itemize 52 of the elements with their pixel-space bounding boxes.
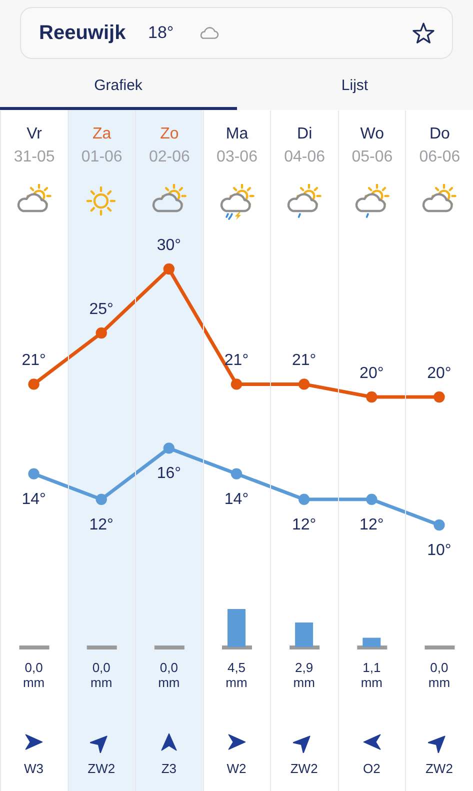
x-tick-label: Zo 02-06 — [148, 126, 190, 166]
data-label: 14° — [224, 490, 249, 508]
x-tick-label: Za 01-06 — [81, 126, 122, 166]
point — [230, 378, 242, 390]
text: ZW2 — [425, 761, 453, 776]
x-tick-label: Vr 31-05 — [14, 126, 55, 166]
point — [163, 263, 175, 275]
data-label: 21° — [22, 352, 46, 370]
text: O2 — [362, 761, 380, 776]
data-label: 14° — [22, 490, 46, 508]
point — [230, 468, 242, 480]
x-tick-label: Di 04-06 — [284, 126, 326, 166]
text: W2 — [226, 761, 246, 776]
data-label: 21° — [224, 352, 249, 370]
data-label: 30° — [156, 237, 182, 254]
point — [366, 391, 378, 403]
data-label: 12° — [89, 516, 114, 534]
point — [163, 442, 175, 454]
text: Z3 — [161, 761, 177, 776]
text: W3 — [24, 761, 44, 776]
point — [434, 391, 445, 403]
point — [298, 378, 310, 390]
location-field: Reeuwijk 18° — [20, 7, 453, 59]
text: Lijst — [340, 77, 370, 95]
data-label: 0,0 mm — [90, 660, 112, 690]
text: Grafiek — [93, 77, 144, 95]
data-label: 20° — [427, 365, 452, 382]
data-label: 10° — [427, 542, 452, 559]
data-label: 16° — [156, 465, 182, 482]
point — [366, 494, 378, 505]
data-label: 0,0 mm — [22, 660, 45, 690]
data-label: 21° — [292, 352, 316, 370]
data-label: 2,9 mm — [293, 660, 315, 690]
point — [28, 378, 40, 390]
text: ZW2 — [88, 761, 116, 776]
data-label: 1,1 mm — [360, 660, 382, 690]
data-label: 25° — [89, 301, 114, 318]
x-tick-label: Do 06-06 — [419, 126, 460, 166]
data-label: 20° — [360, 365, 384, 382]
x-tick-label: Wo 05-06 — [352, 126, 393, 166]
data-label: 4,5 mm — [226, 660, 248, 690]
point — [298, 494, 310, 505]
point — [96, 327, 107, 339]
text: ZW2 — [290, 761, 318, 776]
point — [96, 494, 107, 505]
data-label: 12° — [292, 516, 316, 534]
data-label: 12° — [360, 516, 384, 534]
point — [28, 468, 40, 480]
data-label: 0,0 mm — [428, 660, 450, 690]
data-label: 0,0 mm — [158, 660, 180, 690]
x-tick-label: Ma 03-06 — [216, 126, 258, 166]
point — [434, 519, 445, 531]
